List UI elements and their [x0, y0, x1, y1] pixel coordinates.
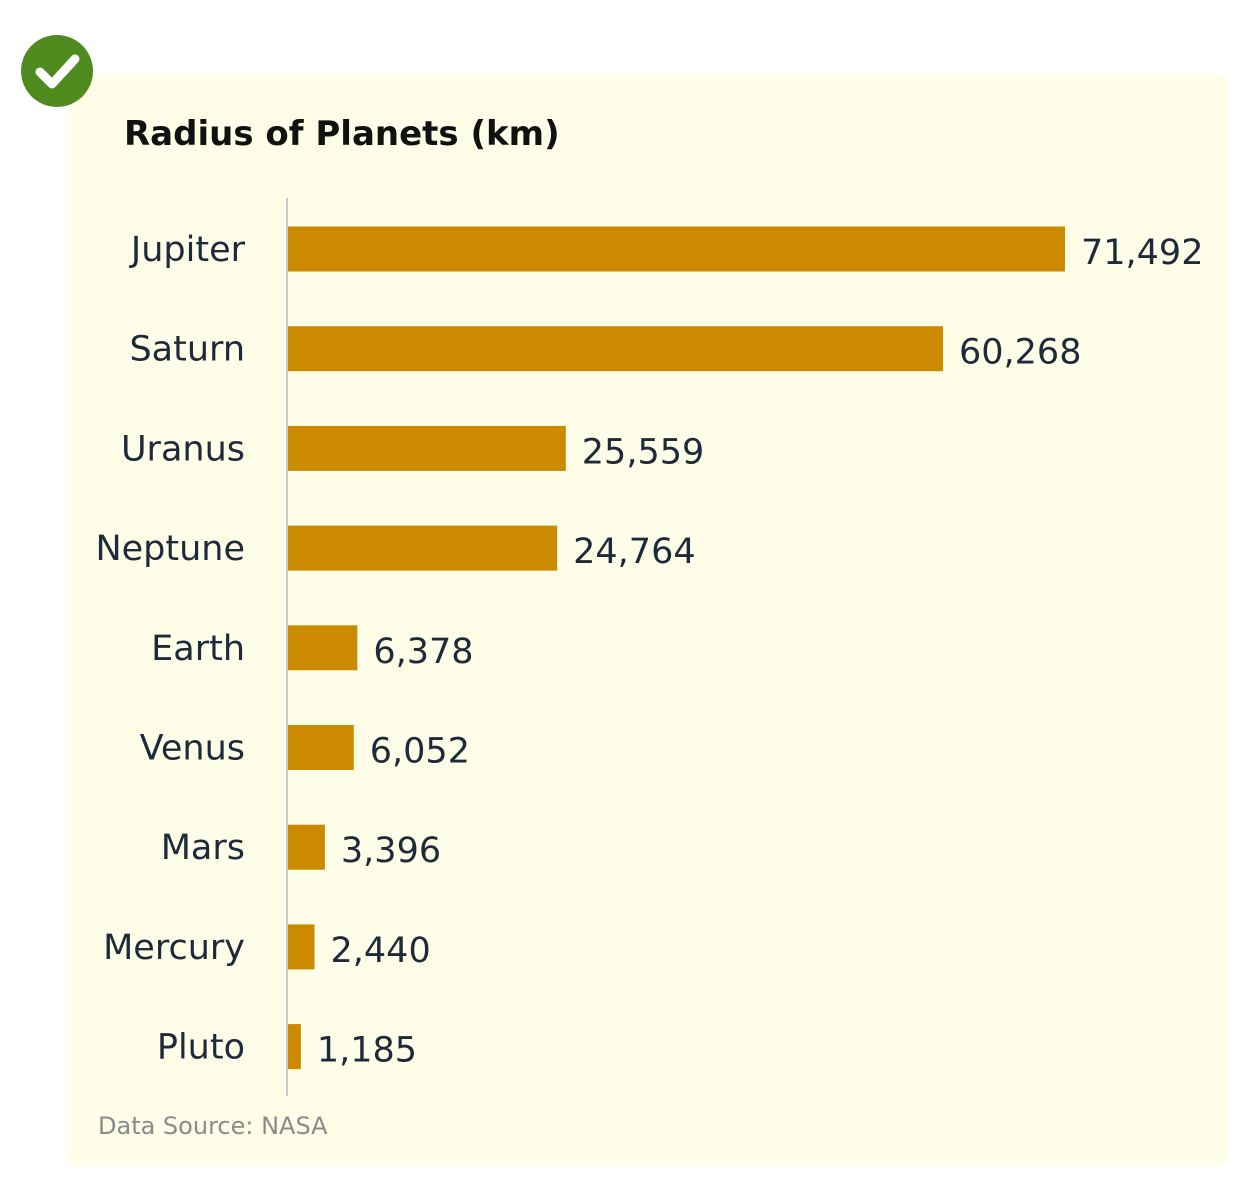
bar-venus: [288, 725, 354, 770]
data-source-note: Data Source: NASA: [98, 1112, 328, 1140]
value-label: 6,052: [370, 732, 470, 772]
value-label: 1,185: [317, 1031, 417, 1071]
bar-mercury: [288, 924, 315, 970]
value-label: 60,268: [959, 333, 1081, 373]
bar-saturn: [288, 326, 944, 372]
category-label: Earth: [151, 629, 245, 669]
chart-title: Radius of Planets (km): [124, 114, 560, 154]
value-label: 3,396: [341, 831, 441, 871]
value-label: 2,440: [331, 931, 431, 971]
category-label: Mercury: [103, 928, 245, 968]
value-label: 71,492: [1081, 233, 1203, 273]
bar-pluto: [288, 1024, 301, 1070]
bar-uranus: [288, 425, 566, 471]
category-label: Jupiter: [129, 230, 246, 270]
bar-jupiter: [288, 226, 1065, 272]
value-label: 6,378: [373, 632, 473, 672]
category-label: Pluto: [157, 1028, 245, 1068]
category-label: Uranus: [121, 429, 245, 469]
bar-earth: [288, 625, 358, 671]
verified-badge: [21, 35, 93, 107]
category-label: Mars: [161, 828, 245, 868]
bar-neptune: [288, 525, 558, 571]
value-label: 24,764: [573, 532, 695, 572]
category-label: Neptune: [95, 529, 245, 569]
category-label: Saturn: [129, 330, 245, 370]
category-label: Venus: [140, 729, 245, 769]
bar-mars: [288, 824, 325, 870]
checkmark-icon: [35, 54, 80, 89]
value-label: 25,559: [582, 432, 704, 472]
